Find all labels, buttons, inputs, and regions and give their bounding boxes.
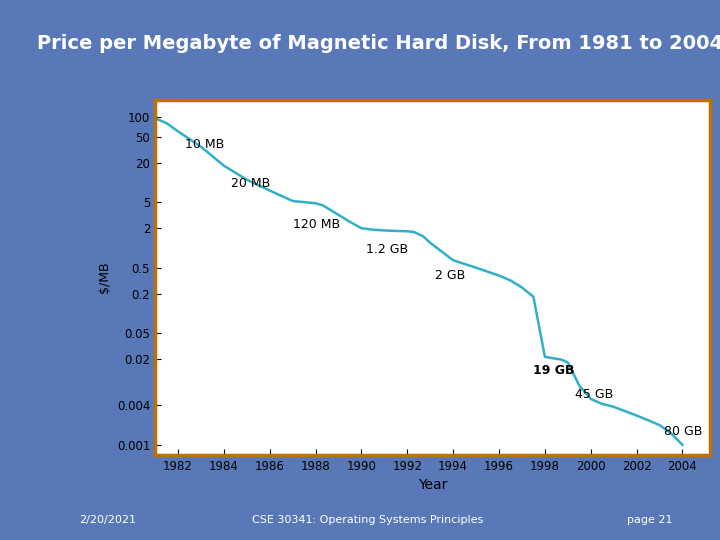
Text: Price per Megabyte of Magnetic Hard Disk, From 1981 to 2004: Price per Megabyte of Magnetic Hard Disk…	[37, 33, 720, 52]
Text: 2 GB: 2 GB	[435, 269, 465, 282]
Text: 45 GB: 45 GB	[575, 388, 613, 401]
Text: 20 MB: 20 MB	[230, 177, 270, 190]
Text: 10 MB: 10 MB	[185, 138, 224, 151]
Text: 80 GB: 80 GB	[664, 425, 703, 438]
Y-axis label: $/MB: $/MB	[98, 262, 111, 293]
Text: CSE 30341: Operating Systems Principles: CSE 30341: Operating Systems Principles	[252, 515, 484, 525]
Text: 120 MB: 120 MB	[292, 218, 340, 231]
Text: page 21: page 21	[627, 515, 672, 525]
Text: 19 GB: 19 GB	[534, 364, 575, 377]
Text: 1.2 GB: 1.2 GB	[366, 243, 408, 256]
X-axis label: Year: Year	[418, 478, 447, 492]
Text: 2/20/2021: 2/20/2021	[79, 515, 136, 525]
